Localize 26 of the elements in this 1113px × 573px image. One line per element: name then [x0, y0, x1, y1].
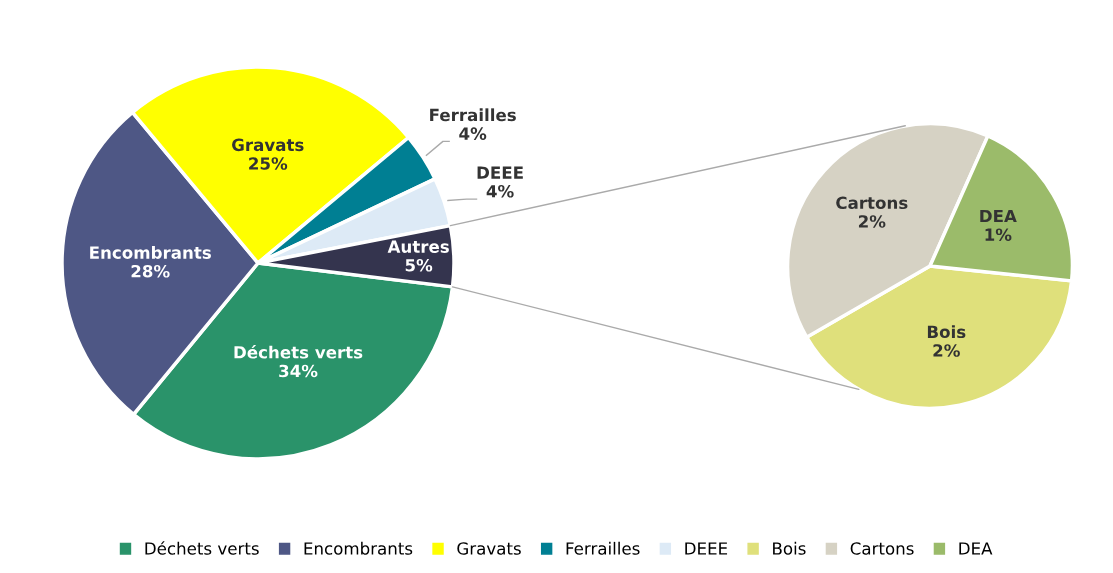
slice-label: DEEE [477, 166, 523, 179]
data-label: 25% [249, 157, 288, 170]
slice-label: DEA [980, 209, 1017, 223]
slice-label: Cartons [836, 196, 908, 210]
legend-label: Cartons [850, 542, 914, 555]
data-label: 2% [933, 344, 960, 357]
data-label: 4% [459, 127, 487, 140]
legend-label: Encombrants [304, 541, 413, 555]
slice-label: Autres [387, 240, 449, 253]
data-label: 2% [858, 215, 886, 228]
legend-label: DEA [959, 542, 993, 555]
legend-label: Bois [773, 541, 806, 555]
data-label: 4% [486, 184, 514, 198]
slice-label: Gravats [232, 138, 304, 152]
data-label: 5% [405, 258, 433, 272]
slice-label: Encombrants [90, 245, 211, 259]
legend-label: Déchets verts [145, 541, 259, 555]
data-label: 1% [985, 228, 1012, 242]
data-label: 34% [279, 364, 318, 378]
slice-label: Ferrailles [430, 108, 516, 122]
legend-label: DEEE [685, 542, 728, 555]
legend-label: Gravats [457, 542, 521, 555]
slice-label: Déchets verts [234, 345, 363, 359]
slice-label: Bois [927, 325, 966, 339]
data-label: 28% [131, 264, 170, 278]
legend-label: Ferrailles [566, 541, 640, 555]
